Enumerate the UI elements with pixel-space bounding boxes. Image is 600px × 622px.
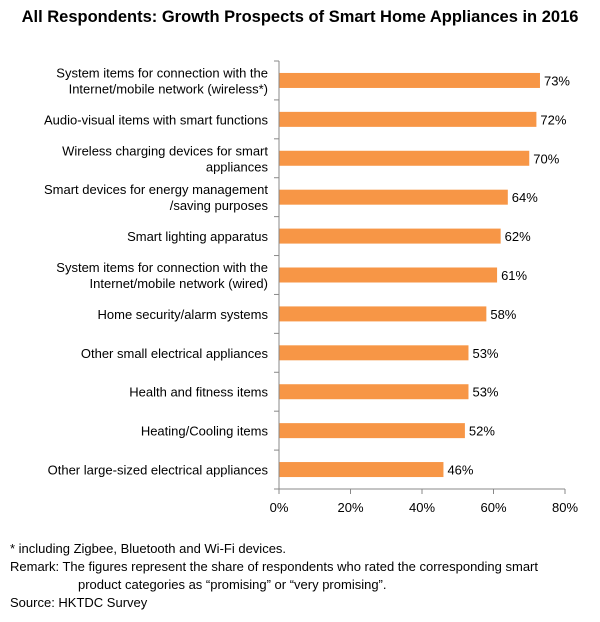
category-label: Internet/mobile network (wired) [90,276,268,291]
value-label: 61% [501,268,527,283]
category-label: Other large-sized electrical appliances [48,463,269,478]
category-label: Health and fitness items [129,385,268,400]
category-label: Smart devices for energy management [44,182,268,197]
bar [279,462,444,478]
bar [279,423,465,439]
category-label: Smart lighting apparatus [127,229,268,244]
value-label: 73% [544,73,570,88]
category-label: Wireless charging devices for smart [62,143,268,158]
category-label: System items for connection with the [56,65,268,80]
chart-notes: * including Zigbee, Bluetooth and Wi-Fi … [10,540,595,612]
value-label: 62% [505,229,531,244]
value-label: 72% [540,112,566,127]
value-label: 46% [447,463,473,478]
value-label: 64% [512,190,538,205]
footnote: * including Zigbee, Bluetooth and Wi-Fi … [10,541,287,556]
remark-continued: product categories as “promising” or “ve… [78,577,387,592]
bar [279,150,530,166]
bar [279,189,508,205]
value-label: 58% [490,307,516,322]
category-label: /saving purposes [170,198,269,213]
category-labels: System items for connection with theInte… [44,65,269,477]
x-tick-label: 40% [409,500,435,515]
category-label: Other small electrical appliances [81,346,269,361]
bar [279,111,537,127]
bar [279,306,487,322]
category-label: Home security/alarm systems [98,307,269,322]
remark: Remark: The figures represent the share … [10,559,538,574]
x-tick-label: 60% [480,500,506,515]
x-tick-label: 80% [552,500,578,515]
value-labels: 73% 72% 70% 64% 62% 61% 58% 53% 53% 52% 46% [447,73,570,477]
category-label: Heating/Cooling items [141,424,269,439]
bar [279,267,498,283]
chart-title: All Respondents: Growth Prospects of Sma… [21,8,579,26]
x-tick-label: 20% [337,500,363,515]
category-label: System items for connection with the [56,260,268,275]
bars [279,72,540,478]
bar [279,72,540,88]
value-label: 53% [472,346,498,361]
value-label: 52% [469,424,495,439]
bar [279,345,469,361]
category-label: appliances [206,159,269,174]
value-label: 70% [533,151,559,166]
bar [279,384,469,400]
axes [274,60,566,494]
x-tick-labels: 0% 20% 40% 60% 80% [270,500,579,515]
bar [279,228,501,244]
value-label: 53% [472,385,498,400]
category-label: Audio-visual items with smart functions [44,112,268,127]
x-tick-label: 0% [270,500,289,515]
source: Source: HKTDC Survey [10,595,148,610]
category-label: Internet/mobile network (wireless*) [69,81,268,96]
